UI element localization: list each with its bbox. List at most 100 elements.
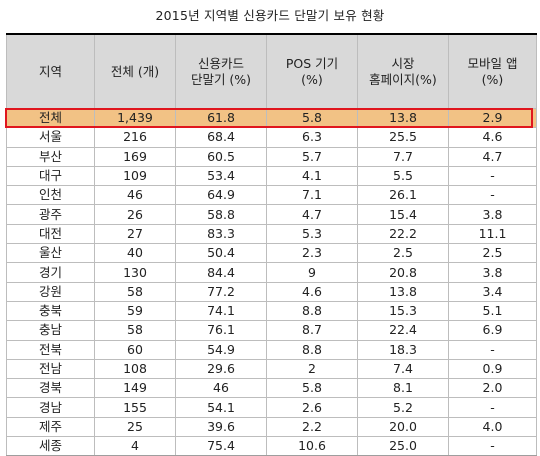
cell-total: 60 <box>94 339 176 360</box>
cell-region: 경기 <box>6 262 95 283</box>
cell-mobile: 2.5 <box>448 243 537 264</box>
cell-pos: 7.1 <box>266 185 358 206</box>
cell-card-terminal: 84.4 <box>175 262 267 283</box>
cell-homepage: 13.8 <box>357 281 449 302</box>
cell-card-terminal: 50.4 <box>175 243 267 264</box>
cell-mobile: 3.4 <box>448 281 537 302</box>
cell-pos: 5.3 <box>266 223 358 245</box>
cell-homepage: 15.3 <box>357 300 449 322</box>
cell-card-terminal: 39.6 <box>175 416 267 438</box>
cell-mobile: 4.0 <box>448 416 537 438</box>
cell-region: 울산 <box>6 243 95 264</box>
cell-card-terminal: 64.9 <box>175 185 267 206</box>
cell-homepage: 2.5 <box>357 243 449 264</box>
cell-total: 25 <box>94 416 176 438</box>
cell-card-terminal: 54.1 <box>175 397 267 418</box>
cell-total: 1,439 <box>94 107 176 129</box>
cell-card-terminal: 58.8 <box>175 204 267 225</box>
table-row: 전북 60 54.9 8.8 18.3- <box>6 339 537 360</box>
table-row: 경기 130 84.4 9 20.8 3.8 <box>6 262 537 283</box>
table-row: 강원 58 77.2 4.6 13.8 3.4 <box>6 281 537 302</box>
table-row: 경남 155 54.1 2.6 5.2- <box>6 397 537 418</box>
header-row: 지역 전체 (개) 신용카드 단말기 (%) POS 기기 (%) 시장 홈페이… <box>6 33 537 109</box>
table-row: 인천 46 64.9 7.1 26.1- <box>6 185 537 206</box>
table-row: 부산 169 60.5 5.7 7.7 4.7 <box>6 146 537 167</box>
cell-mobile: 2.9 <box>448 107 537 129</box>
table-row: 대전 27 83.3 5.3 22.2 11.1 <box>6 223 537 245</box>
cell-total: 59 <box>94 300 176 322</box>
cell-pos: 8.8 <box>266 339 358 360</box>
table-row: 충남 58 76.1 8.7 22.4 6.9 <box>6 320 537 341</box>
cell-region: 제주 <box>6 416 95 438</box>
table-row: 대구 109 53.4 4.1 5.5- <box>6 165 537 187</box>
cell-region: 대구 <box>6 165 95 187</box>
page-title: 2015년 지역별 신용카드 단말기 보유 현황 <box>155 8 385 23</box>
cell-mobile: - <box>448 397 537 418</box>
cell-homepage: 5.2 <box>357 397 449 418</box>
cell-region: 경남 <box>6 397 95 418</box>
cell-total: 58 <box>94 320 176 341</box>
cell-mobile: 2.0 <box>448 378 537 399</box>
cell-card-terminal: 75.4 <box>175 436 267 456</box>
cell-mobile: - <box>448 436 537 456</box>
cell-card-terminal: 60.5 <box>175 146 267 167</box>
table-row: 서울 216 68.4 6.3 25.5 4.6 <box>6 127 537 148</box>
table-row: 충북 59 74.1 8.8 15.3 5.1 <box>6 300 537 322</box>
cell-pos: 10.6 <box>266 436 358 456</box>
cell-total: 26 <box>94 204 176 225</box>
table-body: 전체 1,439 61.8 5.8 13.8 2.9 서울 216 68.4 6.3 25.5 4.6… <box>6 107 537 456</box>
cell-card-terminal: 46 <box>175 378 267 399</box>
cell-card-terminal: 76.1 <box>175 320 267 341</box>
cell-pos: 2.3 <box>266 243 358 264</box>
cell-region: 세종 <box>6 436 95 456</box>
table-row: 경북 149 46 5.8 8.1 2.0 <box>6 378 537 399</box>
cell-pos: 2.2 <box>266 416 358 438</box>
cell-mobile: 0.9 <box>448 358 537 380</box>
cell-pos: 2.6 <box>266 397 358 418</box>
header-homepage: 시장 홈페이지(%) <box>357 33 449 109</box>
cell-homepage: 13.8 <box>357 107 449 129</box>
cell-region: 부산 <box>6 146 95 167</box>
table-row: 제주 25 39.6 2.2 20.0 4.0 <box>6 416 537 438</box>
cell-homepage: 26.1 <box>357 185 449 206</box>
table-row-total: 전체 1,439 61.8 5.8 13.8 2.9 <box>6 107 537 129</box>
cell-pos: 4.1 <box>266 165 358 187</box>
cell-pos: 2 <box>266 358 358 380</box>
cell-card-terminal: 77.2 <box>175 281 267 302</box>
cell-total: 27 <box>94 223 176 245</box>
cell-total: 46 <box>94 185 176 206</box>
cell-mobile: - <box>448 185 537 206</box>
cell-region: 전남 <box>6 358 95 380</box>
cell-pos: 6.3 <box>266 127 358 148</box>
header-card-terminal: 신용카드 단말기 (%) <box>175 33 267 109</box>
cell-total: 155 <box>94 397 176 418</box>
cell-region: 강원 <box>6 281 95 302</box>
cell-homepage: 18.3 <box>357 339 449 360</box>
cell-mobile: 4.6 <box>448 127 537 148</box>
cell-card-terminal: 74.1 <box>175 300 267 322</box>
cell-homepage: 25.5 <box>357 127 449 148</box>
cell-pos: 9 <box>266 262 358 283</box>
cell-total: 58 <box>94 281 176 302</box>
cell-mobile: 6.9 <box>448 320 537 341</box>
cell-mobile: - <box>448 339 537 360</box>
cell-total: 108 <box>94 358 176 380</box>
cell-mobile: 4.7 <box>448 146 537 167</box>
cell-homepage: 22.4 <box>357 320 449 341</box>
cell-mobile: - <box>448 165 537 187</box>
data-table: 지역 전체 (개) 신용카드 단말기 (%) POS 기기 (%) 시장 홈페이… <box>6 33 537 456</box>
cell-homepage: 15.4 <box>357 204 449 225</box>
cell-total: 169 <box>94 146 176 167</box>
cell-region: 경북 <box>6 378 95 399</box>
cell-total: 130 <box>94 262 176 283</box>
cell-card-terminal: 68.4 <box>175 127 267 148</box>
cell-total: 40 <box>94 243 176 264</box>
cell-mobile: 3.8 <box>448 262 537 283</box>
table-row: 광주 26 58.8 4.7 15.4 3.8 <box>6 204 537 225</box>
cell-homepage: 7.7 <box>357 146 449 167</box>
cell-pos: 4.6 <box>266 281 358 302</box>
cell-mobile: 3.8 <box>448 204 537 225</box>
table-row: 세종 4 75.4 10.6 25.0- <box>6 436 537 456</box>
cell-pos: 8.8 <box>266 300 358 322</box>
cell-region: 전체 <box>6 107 95 129</box>
